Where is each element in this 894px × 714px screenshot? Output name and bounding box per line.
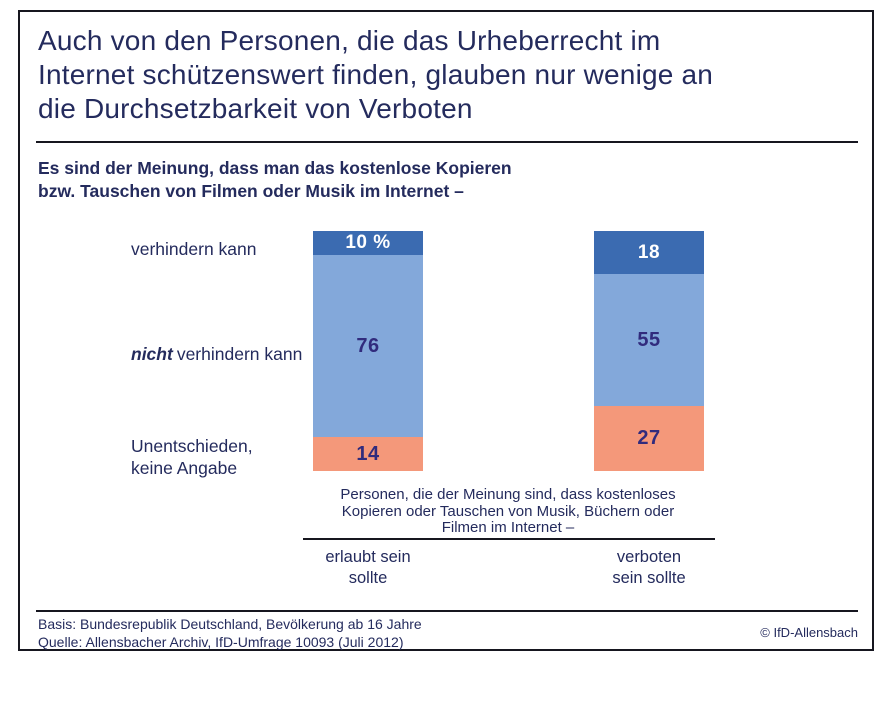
chart-title-line1: Auch von den Personen, die das Urheberre… <box>38 25 661 56</box>
category-axis-line <box>303 538 715 540</box>
chart-title-line3: die Durchsetzbarkeit von Verboten <box>38 93 473 124</box>
bar-segment-verhindern-kann: 18 <box>594 231 704 275</box>
footer-basis: Basis: Bundesrepublik Deutschland, Bevöl… <box>38 616 422 632</box>
category-label-line1: erlaubt sein <box>325 548 411 566</box>
row-label-emphasis: nicht <box>131 344 173 364</box>
caption-line1: Personen, die der Meinung sind, dass kos… <box>340 486 676 503</box>
copyright-notice: © IfD-Allensbach <box>760 625 858 640</box>
row-label-text: verhindern kann <box>176 344 303 364</box>
category-label-erlaubt: erlaubt sein sollte <box>308 547 428 589</box>
category-label-line1: verboten <box>616 548 682 566</box>
category-label-verboten: verboten sein sollte <box>589 547 709 589</box>
segment-value-label: 55 <box>637 328 661 351</box>
chart-subtitle-line2: bzw. Tauschen von Filmen oder Musik im I… <box>38 180 464 201</box>
bar-segment-nicht-verhindern-kann: 55 <box>594 274 704 407</box>
chart-title-line2: Internet schützenswert finden, glauben n… <box>38 59 714 90</box>
stacked-bar-erlaubt: 10 % 76 14 <box>313 231 423 471</box>
stacked-bar-verboten: 18 55 27 <box>594 231 704 471</box>
segment-value-label: 14 <box>356 442 380 465</box>
bar-segment-verhindern-kann: 10 % <box>313 231 423 255</box>
row-label-nicht-verhindern-kann: nicht verhindern kann <box>131 343 302 365</box>
segment-value-label: 27 <box>637 427 661 450</box>
chart-subtitle-line1: Es sind der Meinung, dass man das kosten… <box>38 158 512 178</box>
chart-subtitle: Es sind der Meinung, dass man das kosten… <box>38 157 638 202</box>
category-label-line2: sollte <box>348 569 388 587</box>
row-label-line1: Unentschieden, <box>131 436 253 456</box>
footer-source: Quelle: Allensbacher Archiv, IfD-Umfrage… <box>38 634 404 650</box>
category-axis-caption: Personen, die der Meinung sind, dass kos… <box>298 486 718 537</box>
row-label-text: verhindern kann <box>131 239 257 259</box>
row-label-unentschieden: Unentschieden, keine Angabe <box>131 435 253 479</box>
row-label-line2: keine Angabe <box>131 458 238 478</box>
bar-segment-unentschieden: 14 <box>313 437 423 471</box>
segment-value-label: 18 <box>637 241 661 263</box>
segment-value-label: 10 % <box>345 232 391 253</box>
footer-divider <box>36 610 858 612</box>
bar-segment-nicht-verhindern-kann: 76 <box>313 255 423 438</box>
page-frame <box>18 10 874 651</box>
bar-segment-unentschieden: 27 <box>594 406 704 471</box>
caption-line3: Filmen im Internet – <box>441 519 575 536</box>
title-divider <box>36 141 858 143</box>
segment-value-label: 76 <box>356 334 380 357</box>
chart-title: Auch von den Personen, die das Urheberre… <box>38 24 848 126</box>
caption-line2: Kopieren oder Tauschen von Musik, Bücher… <box>341 502 675 520</box>
category-label-line2: sein sollte <box>612 569 686 587</box>
row-label-verhindern-kann: verhindern kann <box>131 238 257 260</box>
